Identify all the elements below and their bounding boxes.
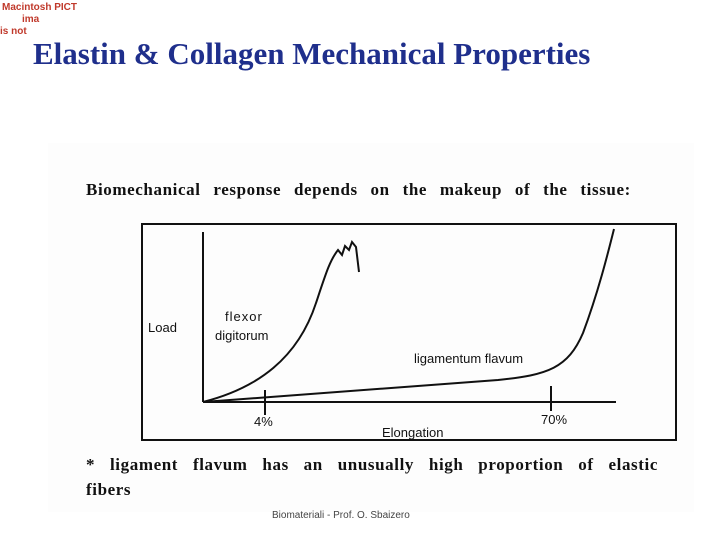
footer: Biomateriali - Prof. O. Sbaizero: [272, 510, 410, 521]
curve-label: digitorum: [215, 328, 268, 343]
pict-notice: is not: [0, 26, 27, 37]
pict-notice: Macintosh PICT: [2, 2, 78, 13]
x-label: Elongation: [382, 425, 443, 440]
curve-label: ligamentum flavum: [414, 351, 523, 366]
slide-title: Elastin & Collagen Mechanical Properties: [33, 36, 591, 71]
graph-frame: [141, 223, 677, 441]
tick-label: 4%: [254, 414, 273, 429]
graph: Load flexor digitorum ligamentum flavum …: [141, 223, 677, 441]
caption: Biomechanical response depends on the ma…: [86, 180, 631, 199]
pict-notice: ima: [22, 14, 40, 25]
footnote: * ligament flavum has an unusually high …: [86, 455, 658, 499]
tick-label: 70%: [541, 412, 567, 427]
ligamentum-curve: [202, 228, 615, 403]
curve-label: flexor: [225, 309, 263, 324]
figure: Biomechanical response depends on the ma…: [48, 143, 694, 512]
y-label: Load: [148, 320, 177, 335]
flexor-curve: [202, 240, 360, 403]
